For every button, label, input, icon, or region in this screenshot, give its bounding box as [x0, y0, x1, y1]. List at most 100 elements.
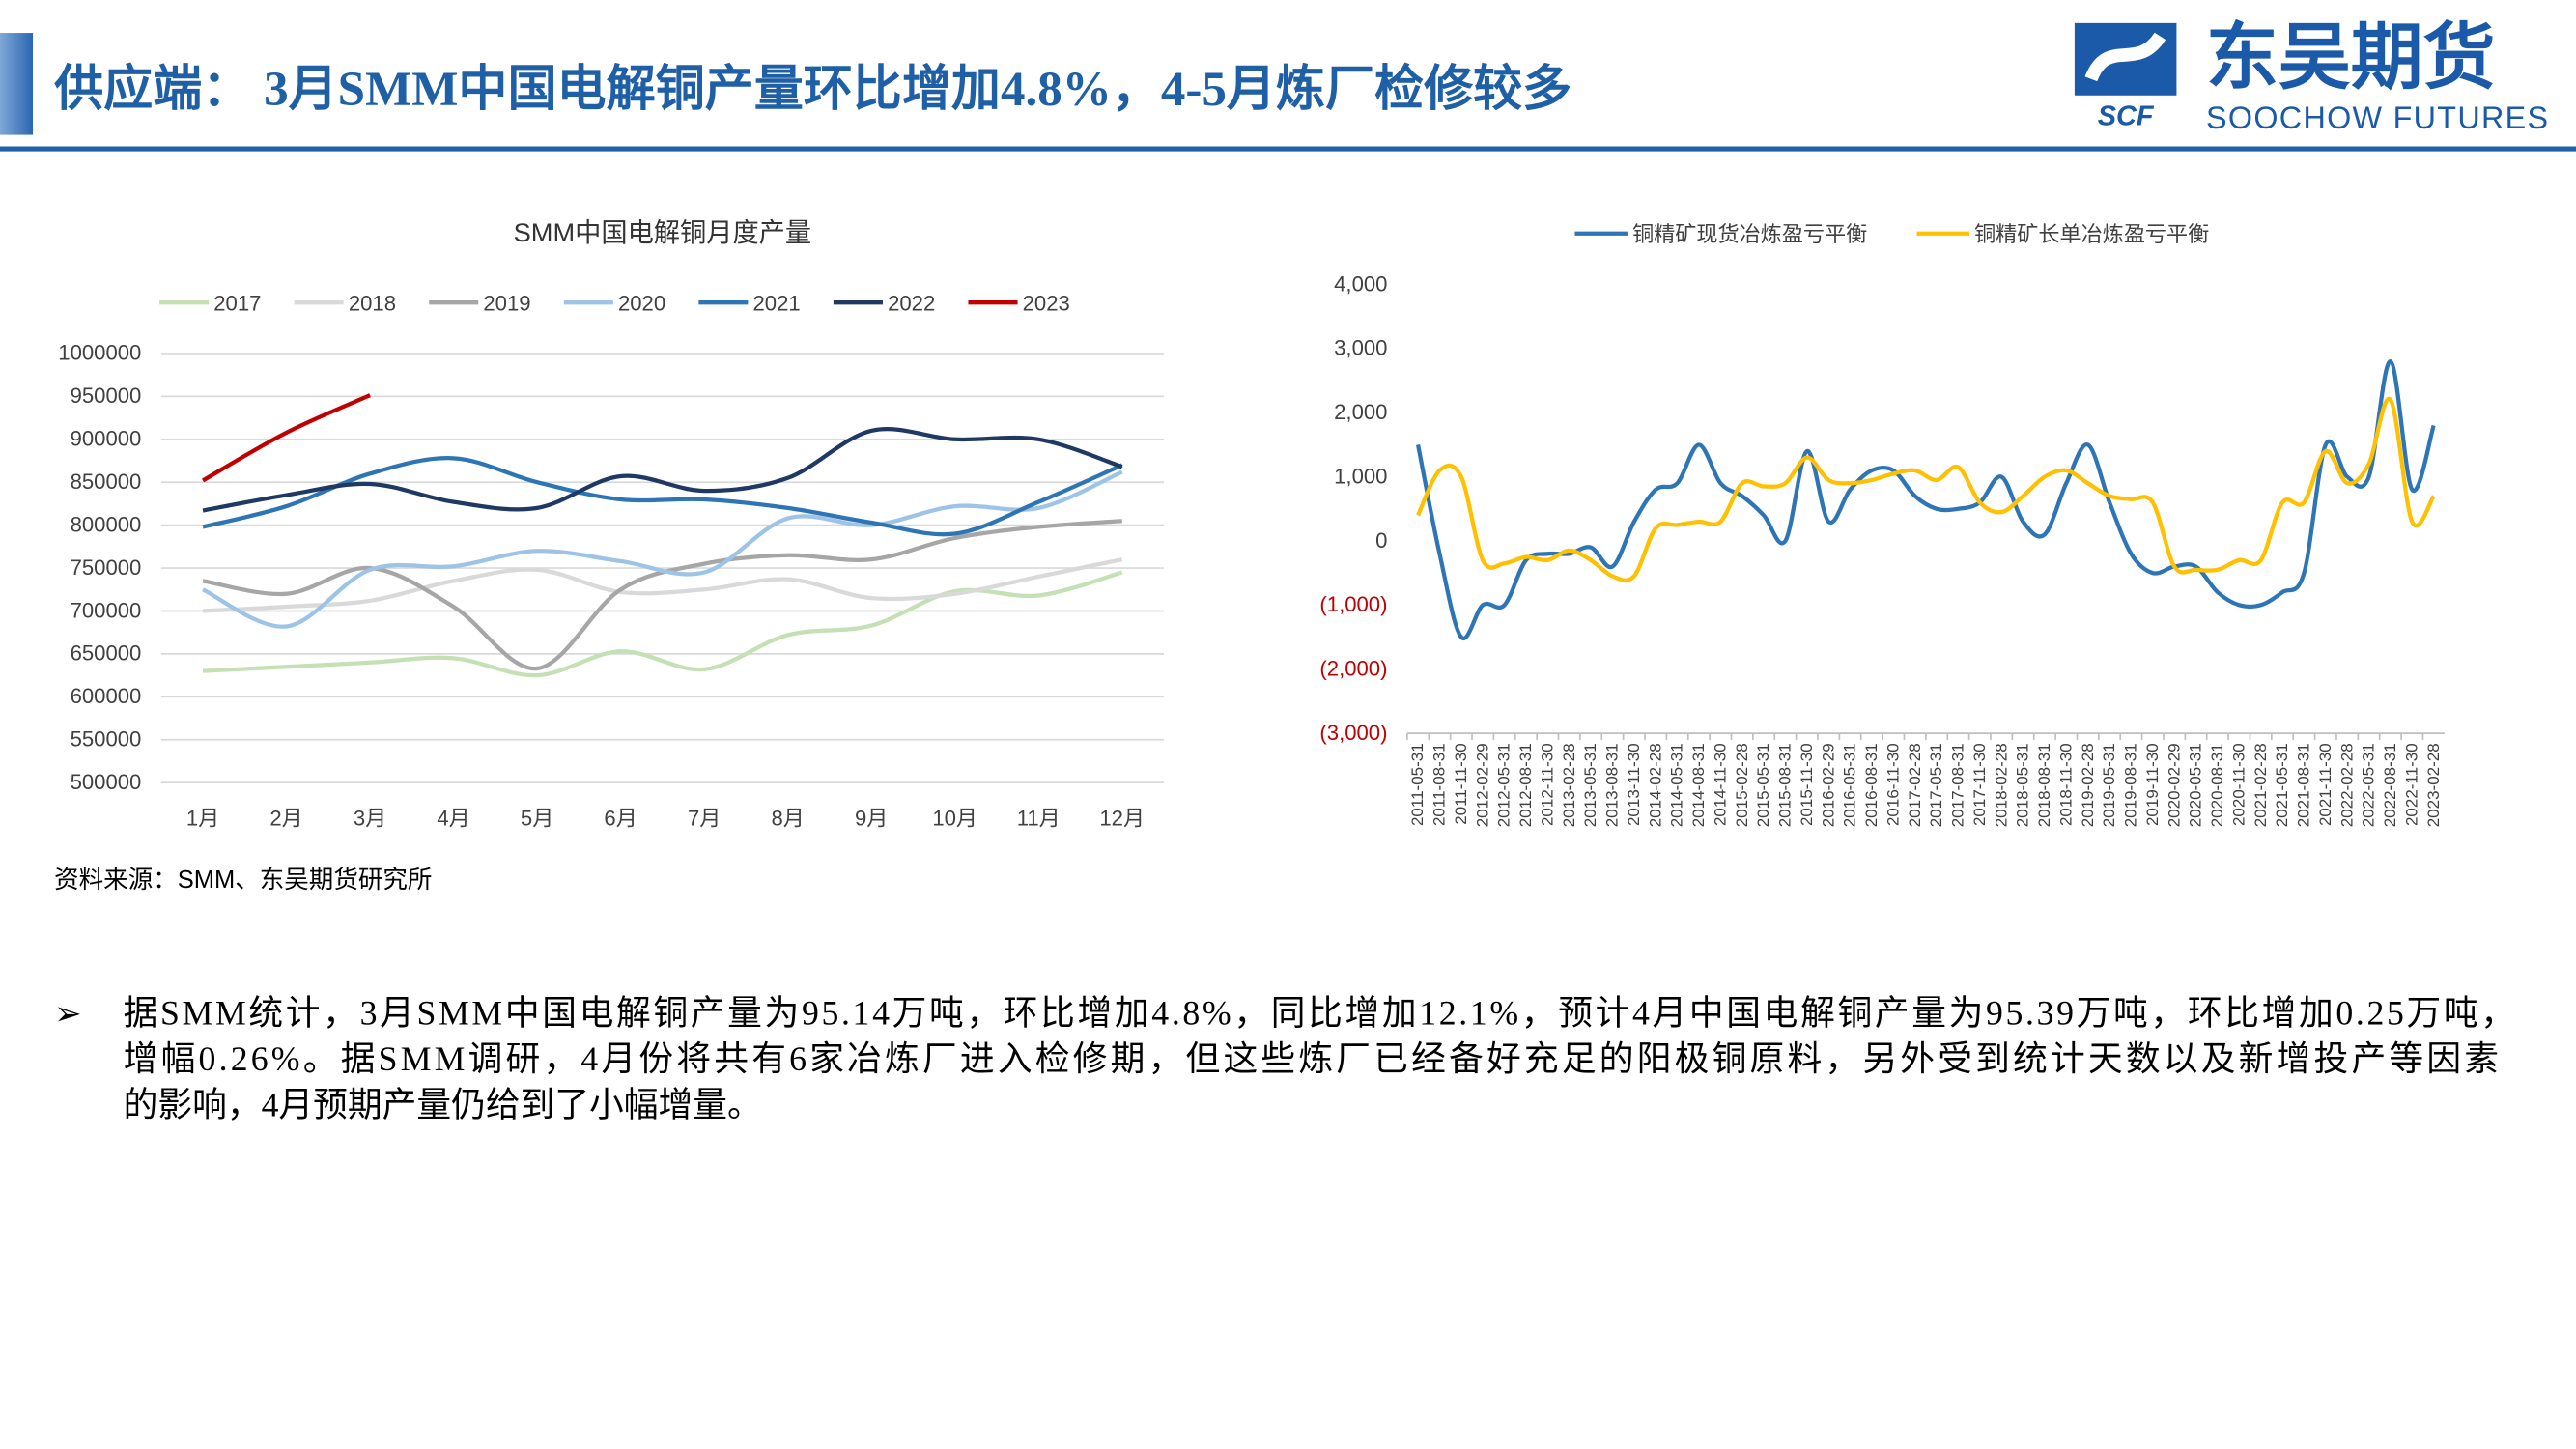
y-tick-label: 800000 [71, 512, 142, 536]
x-tick-label: 2016-11-30 [1883, 743, 1902, 826]
x-tick-label: 2019-08-31 [2122, 743, 2140, 827]
y-tick-label: 600000 [71, 684, 142, 708]
series-line [202, 469, 1123, 629]
body-line: 增幅0.26%。据SMM调研，4月份将共有6家冶炼厂进入检修期，但这些炼厂已经备… [124, 1039, 2499, 1078]
x-tick-label: 2017-08-31 [1949, 743, 1967, 827]
x-tick-label: 2017-05-31 [1927, 743, 1945, 827]
x-tick-label: 2021-05-31 [2273, 743, 2291, 827]
x-tick-label: 2015-11-30 [1798, 743, 1816, 826]
x-tick-label: 2023-02-28 [2424, 743, 2443, 827]
series-line [201, 393, 371, 483]
logo-english: SOOCHOW FUTURES [2206, 100, 2548, 135]
header-rule [0, 146, 2576, 152]
x-tick-label: 2015-05-31 [1754, 743, 1772, 827]
y-tick-label: 850000 [71, 469, 142, 494]
x-tick-label: 11月 [1017, 806, 1061, 830]
y-tick-label: (3,000) [1319, 721, 1387, 745]
x-tick-label: 6月 [604, 806, 637, 830]
y-tick-label: 1000000 [58, 341, 141, 365]
x-tick-label: 7月 [688, 806, 721, 830]
x-tick-label: 2022-02-28 [2337, 743, 2356, 827]
y-tick-label: 2,000 [1334, 400, 1387, 424]
x-tick-label: 2011-05-31 [1408, 743, 1427, 826]
series-line [202, 456, 1123, 537]
x-tick-label: 2013-11-30 [1625, 743, 1643, 826]
x-tick-label: 9月 [855, 806, 888, 830]
x-tick-label: 3月 [354, 806, 386, 830]
x-tick-label: 2011-11-30 [1452, 743, 1470, 824]
x-tick-label: 2022-11-30 [2402, 743, 2420, 826]
x-tick-label: 2022-08-31 [2381, 743, 2399, 827]
y-tick-label: 700000 [71, 598, 142, 622]
y-tick-label: 4,000 [1334, 271, 1387, 296]
legend-label: 2019 [483, 292, 530, 316]
x-tick-label: 2017-02-28 [1906, 743, 1924, 827]
x-tick-label: 2016-02-29 [1819, 743, 1837, 827]
x-tick-label: 2020-02-29 [2165, 743, 2183, 827]
x-tick-label: 2013-08-31 [1603, 743, 1622, 827]
series-line [202, 557, 1123, 613]
x-tick-label: 2015-08-31 [1776, 743, 1795, 827]
x-tick-label: 2019-02-28 [2079, 743, 2097, 827]
x-tick-label: 2014-08-31 [1689, 743, 1708, 827]
x-tick-label: 2022-05-31 [2360, 743, 2378, 827]
legend-label: 2022 [888, 292, 935, 316]
x-tick-label: 1月 [186, 806, 219, 830]
body-line: 据SMM统计，3月SMM中国电解铜产量为95.14万吨，环比增加4.8%，同比增… [124, 993, 2515, 1032]
x-tick-label: 2018-02-28 [1992, 743, 2010, 827]
x-tick-label: 2017-11-30 [1970, 743, 1989, 826]
logo-name: 东吴期货 [2206, 16, 2496, 98]
x-tick-label: 2021-08-31 [2295, 743, 2313, 827]
x-tick-label: 4月 [437, 806, 469, 830]
y-tick-label: 900000 [71, 427, 142, 451]
x-tick-label: 2021-11-30 [2316, 743, 2335, 826]
x-tick-label: 2012-08-31 [1516, 743, 1535, 827]
x-tick-label: 2013-02-28 [1560, 743, 1578, 827]
x-tick-label: 10月 [932, 806, 977, 830]
x-tick-label: 2018-08-31 [2035, 743, 2053, 827]
x-tick-label: 2012-02-29 [1473, 743, 1491, 827]
x-tick-label: 2016-08-31 [1862, 743, 1881, 827]
header-title: 供应端： 3月SMM中国电解铜产量环比增加4.8%，4-5月炼厂检修较多 [54, 62, 1571, 117]
legend-label: 2018 [349, 292, 396, 316]
x-tick-label: 2011-08-31 [1430, 743, 1449, 826]
legend-label: 2021 [753, 292, 801, 316]
x-tick-label: 2014-05-31 [1668, 743, 1686, 827]
x-tick-label: 2020-05-31 [2187, 743, 2205, 827]
series-line [1415, 358, 2436, 641]
x-tick-label: 2012-05-31 [1495, 743, 1514, 827]
legend-label: 2017 [213, 292, 261, 316]
series-line [202, 519, 1122, 671]
x-tick-label: 2015-02-28 [1733, 743, 1751, 827]
x-tick-label: 8月 [771, 806, 804, 830]
x-tick-label: 2012-11-30 [1538, 743, 1556, 826]
legend-label: 2023 [1023, 292, 1070, 316]
x-tick-label: 2019-11-30 [2143, 743, 2162, 826]
x-tick-label: 2014-11-30 [1711, 743, 1729, 826]
y-tick-label: 650000 [71, 641, 142, 666]
y-tick-label: 750000 [71, 555, 142, 580]
y-tick-label: 550000 [71, 727, 142, 752]
x-tick-label: 2016-05-31 [1841, 743, 1859, 827]
chart-title: SMM中国电解铜月度产量 [514, 217, 811, 247]
x-tick-label: 5月 [521, 806, 553, 830]
body-line: 的影响，4月预期产量仍给到了小幅增量。 [124, 1086, 762, 1124]
y-tick-label: (1,000) [1319, 592, 1387, 616]
legend-label: 2020 [618, 292, 665, 316]
series-line [202, 427, 1123, 513]
x-tick-label: 12月 [1099, 806, 1145, 830]
header-accent [0, 33, 34, 135]
y-tick-label: 0 [1375, 528, 1387, 553]
x-tick-label: 2018-11-30 [2056, 743, 2075, 826]
logo: SCF 东吴期货 SOOCHOW FUTURES [2074, 16, 2548, 135]
x-tick-label: 2021-02-28 [2251, 743, 2270, 827]
series-line [202, 570, 1123, 678]
y-tick-label: (2,000) [1319, 657, 1387, 681]
logo-swoosh [2084, 32, 2166, 82]
x-tick-label: 2020-11-30 [2229, 743, 2248, 826]
x-tick-label: 2014-02-28 [1646, 743, 1664, 827]
source-note: 资料来源：SMM、东吴期货研究所 [54, 867, 432, 894]
x-tick-label: 2020-08-31 [2208, 743, 2226, 827]
